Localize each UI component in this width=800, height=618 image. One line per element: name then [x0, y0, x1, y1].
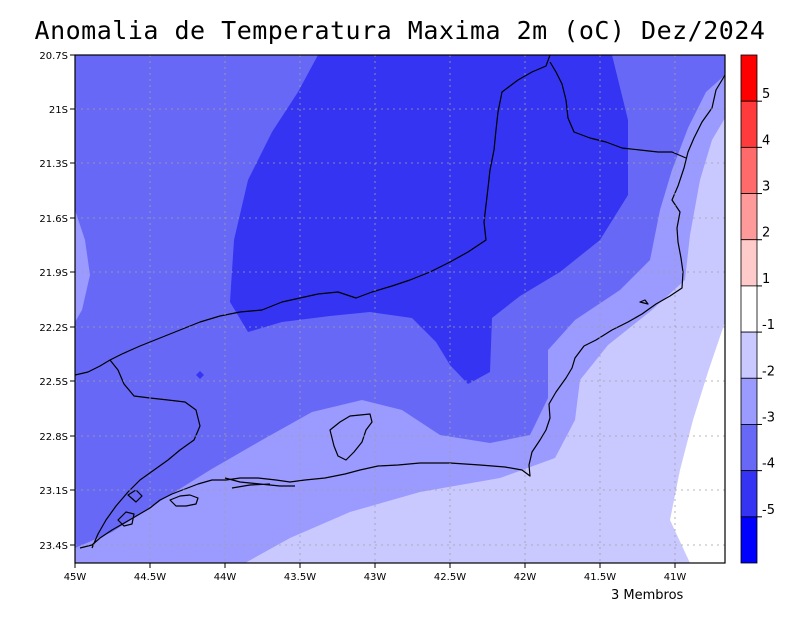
- region-minus4-minus5: [230, 55, 628, 384]
- x-tick-label: 43.5W: [284, 572, 316, 583]
- plot-frame: [74, 54, 726, 564]
- x-tick-label: 42.5W: [434, 572, 466, 583]
- border-rj-es: [549, 61, 687, 159]
- colorbar-swatch: [740, 193, 758, 241]
- colorbar-swatch: [740, 146, 758, 194]
- colorbar-swatch: [740, 424, 758, 472]
- x-axis: 45W 44.5W 44W 43.5W 43W 42.5W 42W 41.5W …: [64, 563, 687, 583]
- shaded-field: [75, 55, 725, 563]
- colorbar-swatch: [740, 100, 758, 148]
- x-tick-label: 41.5W: [584, 572, 616, 583]
- colorbar-swatch: [740, 239, 758, 287]
- colorbar-swatch: [740, 331, 758, 379]
- colorbar-label: -2: [762, 364, 775, 379]
- colorbar-label: -3: [762, 410, 775, 425]
- region-minus1-minus2: [245, 118, 725, 563]
- x-tick-label: 41W: [664, 572, 687, 583]
- border-sp-rj: [91, 359, 201, 549]
- region-minus1-plus1: [670, 322, 725, 563]
- coast-sp-islands: [117, 299, 649, 527]
- x-tick-label: 44W: [214, 572, 237, 583]
- colorbar-label: 5: [762, 87, 770, 102]
- border-mg-rj: [75, 55, 551, 376]
- y-tick-label: 21S: [49, 105, 68, 116]
- colorbar-swatch: [740, 516, 758, 564]
- colorbar-swatch: [740, 285, 758, 333]
- colorbar-swatch: [740, 54, 758, 102]
- region-minus2-minus3: [75, 75, 725, 563]
- colorbar-label: 2: [762, 226, 770, 241]
- borders: [75, 55, 725, 549]
- ensemble-footnote: 3 Membros: [611, 588, 684, 603]
- colorbar-label: 3: [762, 180, 770, 195]
- coastline: [79, 74, 725, 549]
- blob-42-4: [196, 371, 204, 379]
- y-tick-label: 22.5S: [39, 377, 68, 388]
- colorbar-label: 1: [762, 272, 770, 287]
- y-tick-label: 21.9S: [39, 268, 68, 279]
- y-tick-label: 22.2S: [39, 323, 68, 334]
- colorbar-swatch: [740, 377, 758, 425]
- x-tick-label: 45W: [64, 572, 87, 583]
- y-tick-label: 21.3S: [39, 159, 68, 170]
- colorbar: 5 4 3 2 1 -1 -2 -3 -4 -5: [740, 54, 775, 564]
- colorbar-label: -1: [762, 318, 775, 333]
- y-tick-label: 20.7S: [39, 51, 68, 62]
- y-axis: 20.7S 21S 21.3S 21.6S 21.9S 22.2S 22.5S …: [39, 51, 75, 552]
- x-tick-label: 43W: [364, 572, 387, 583]
- colorbar-swatch: [740, 470, 758, 518]
- x-tick-label: 44.5W: [134, 572, 166, 583]
- gridlines: [75, 55, 725, 563]
- y-tick-label: 22.8S: [39, 432, 68, 443]
- island-grande: [169, 494, 199, 507]
- y-tick-label: 23.4S: [39, 541, 68, 552]
- map-title: Anomalia de Temperatura Maxima 2m (oC) D…: [34, 16, 766, 45]
- colorbar-label: -4: [762, 457, 775, 472]
- y-tick-label: 21.6S: [39, 214, 68, 225]
- x-tick-label: 42W: [514, 572, 537, 583]
- bay-guanabara: [329, 413, 373, 461]
- colorbar-label: 4: [762, 133, 770, 148]
- y-tick-label: 23.1S: [39, 486, 68, 497]
- lagoon-sepetiba: [224, 477, 295, 489]
- region-minus2-minus3-west: [75, 210, 90, 322]
- colorbar-label: -5: [762, 503, 775, 518]
